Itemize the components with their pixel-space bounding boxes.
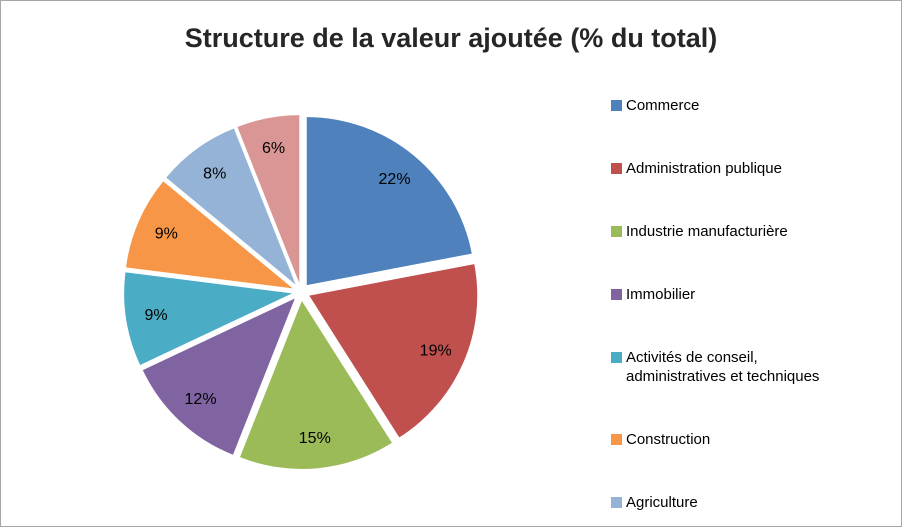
pie-slice-1 [306,117,472,286]
legend-item: Immobilier [611,285,901,304]
pie-data-label: 9% [155,226,178,243]
chart-content: 22% 19% 15% 12% 9% 9% 8% 6% Commerce Administrat… [1,76,901,526]
pie-slice-5 [124,272,293,365]
legend-item: Activités de conseil, administratives et… [611,348,901,386]
legend-swatch-icon [611,226,622,237]
pie-data-label: 8% [203,165,226,182]
pie-data-label: 12% [185,391,217,408]
legend-label: Agriculture [626,494,698,511]
legend-label: Administration publique [626,160,782,177]
legend-swatch-icon [611,497,622,508]
legend-item: Agriculture [611,493,901,512]
pie-chart: 22% 19% 15% 12% 9% 9% 8% 6% [124,115,478,469]
pie-data-label: 19% [420,342,452,359]
pie-data-label: 22% [379,171,411,188]
pie-slice-8 [237,115,300,284]
legend-item: Commerce [611,96,901,115]
legend-label: Construction [626,431,711,448]
legend-item: Administration publique [611,159,901,178]
legend-item: Construction [611,430,901,449]
legend-swatch-icon [611,163,622,174]
legend-swatch-icon [611,100,622,111]
pie-data-label: 6% [262,140,285,157]
pie-slice-2 [309,264,478,438]
legend-item: Industrie manufacturière [611,222,901,241]
pie-slice-7 [166,128,296,285]
pie-slice-3 [240,300,392,469]
legend-swatch-icon [611,434,622,445]
legend-swatch-icon [611,289,622,300]
chart-title: Structure de la valeur ajoutée (% du tot… [184,23,718,53]
legend-swatch-icon [611,352,622,363]
pie-slice-6 [126,181,293,289]
pie-slice-4 [142,298,295,455]
pie-data-label: 9% [144,307,167,324]
legend-label: Industrie manufacturière [626,223,788,240]
legend-label: Immobilier [626,286,696,303]
chart-legend: Commerce Administration publique Industrie… [611,76,901,512]
pie-data-label: 15% [299,430,331,447]
legend-label: Activités de conseil, administratives et… [626,349,820,385]
legend-label: Commerce [626,97,700,114]
